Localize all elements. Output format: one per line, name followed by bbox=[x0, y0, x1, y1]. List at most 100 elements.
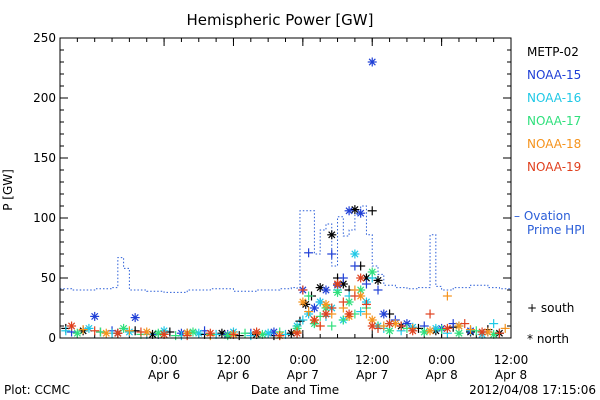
point-noaa-16-15 bbox=[298, 315, 308, 325]
point-noaa-19-2 bbox=[90, 326, 100, 336]
point-noaa-17-18 bbox=[327, 321, 337, 331]
point-metp-02-27 bbox=[367, 206, 377, 216]
point-noaa-19-14 bbox=[315, 321, 325, 331]
point-noaa-15-22 bbox=[350, 261, 360, 271]
point-noaa-19-4 bbox=[136, 327, 146, 337]
point-noaa-19-9 bbox=[252, 327, 262, 337]
point-noaa-16-39 bbox=[489, 319, 499, 329]
point-noaa-16-11 bbox=[246, 331, 256, 341]
x-tick-label-date-1: Apr 6 bbox=[217, 368, 249, 382]
point-noaa-19-15 bbox=[321, 309, 331, 319]
point-noaa-19-23 bbox=[367, 321, 377, 331]
point-noaa-15-15 bbox=[309, 303, 319, 313]
scatter-points bbox=[61, 57, 510, 341]
legend-entry-noaa-15: NOAA-15 bbox=[527, 68, 581, 82]
point-noaa-18-33 bbox=[500, 323, 510, 333]
point-noaa-17-7 bbox=[188, 327, 198, 337]
y-tick-label-5: 250 bbox=[33, 31, 56, 45]
x-tick-label-time-1: 12:00 bbox=[216, 353, 251, 367]
point-noaa-18-13 bbox=[304, 307, 314, 317]
point-noaa-19-5 bbox=[159, 329, 169, 339]
point-noaa-19-17 bbox=[333, 279, 343, 289]
point-noaa-17-30 bbox=[437, 325, 447, 335]
point-noaa-19-12 bbox=[298, 285, 308, 295]
x-tick-label-date-3: Apr 7 bbox=[356, 368, 388, 382]
point-noaa-19-30 bbox=[460, 319, 470, 329]
point-metp-02-11 bbox=[234, 331, 244, 341]
x-tick-label-time-5: 12:00 bbox=[494, 353, 529, 367]
point-noaa-18-2 bbox=[101, 328, 111, 338]
point-noaa-19-8 bbox=[228, 329, 238, 339]
point-noaa-16-8 bbox=[194, 328, 204, 338]
point-noaa-19-21 bbox=[356, 273, 366, 283]
point-noaa-18-30 bbox=[454, 321, 464, 331]
point-noaa-18-12 bbox=[298, 297, 308, 307]
point-noaa-17-20 bbox=[338, 315, 348, 325]
x-tick-label-date-2: Apr 7 bbox=[287, 368, 319, 382]
legend-entry-noaa-18: NOAA-18 bbox=[527, 137, 581, 151]
point-noaa-19-3 bbox=[113, 328, 123, 338]
point-noaa-17-25 bbox=[367, 267, 377, 277]
x-tick-label-time-3: 12:00 bbox=[355, 353, 390, 367]
point-noaa-18-31 bbox=[466, 325, 476, 335]
point-noaa-17-10 bbox=[240, 328, 250, 338]
point-noaa-19-1 bbox=[67, 321, 77, 331]
y-tick-label-4: 200 bbox=[33, 91, 56, 105]
point-noaa-19-16 bbox=[327, 303, 337, 313]
ovation-line bbox=[59, 205, 512, 293]
point-noaa-17-2 bbox=[95, 327, 105, 337]
point-noaa-15-14 bbox=[304, 248, 314, 258]
point-noaa-18-23 bbox=[361, 309, 371, 319]
legend-ovation-line1: – Ovation bbox=[514, 209, 571, 223]
x-tick-label-time-4: 0:00 bbox=[428, 353, 455, 367]
point-noaa-17-19 bbox=[333, 287, 343, 297]
x-axis-label: Date and Time bbox=[251, 383, 339, 397]
point-noaa-19-24 bbox=[373, 323, 383, 333]
point-noaa-15-20 bbox=[338, 273, 348, 283]
point-noaa-15-17 bbox=[321, 285, 331, 295]
point-noaa-19-19 bbox=[344, 309, 354, 319]
legend-entry-noaa-19: NOAA-19 bbox=[527, 160, 581, 174]
point-noaa-15-5 bbox=[130, 313, 140, 323]
point-noaa-19-27 bbox=[408, 326, 418, 336]
x-tick-label-date-4: Apr 8 bbox=[426, 368, 458, 382]
legend-entry-noaa-17: NOAA-17 bbox=[527, 114, 581, 128]
y-tick-label-1: 50 bbox=[41, 271, 56, 285]
point-noaa-15-11 bbox=[269, 327, 279, 337]
point-noaa-16-25 bbox=[356, 307, 366, 317]
point-noaa-15-27 bbox=[379, 309, 389, 319]
point-noaa-19-28 bbox=[425, 309, 435, 319]
y-axis-ticks: 0 50 100 150 200 250 bbox=[33, 31, 511, 345]
point-noaa-15-21 bbox=[344, 206, 354, 216]
point-noaa-17-6 bbox=[171, 331, 181, 341]
point-noaa-18-3 bbox=[124, 326, 134, 336]
legend-entry-metp-02: METP-02 bbox=[527, 45, 579, 59]
legend-marker-north: * north bbox=[527, 332, 569, 346]
point-noaa-17-29 bbox=[419, 327, 429, 337]
footer-timestamp: 2012/04/08 17:15:06 bbox=[469, 383, 596, 397]
point-metp-02-28 bbox=[373, 275, 383, 285]
point-noaa-19-20 bbox=[350, 291, 360, 301]
point-noaa-16-1 bbox=[61, 326, 71, 336]
x-tick-label-date-0: Apr 6 bbox=[148, 368, 180, 382]
point-noaa-18-16 bbox=[321, 299, 331, 309]
legend: METP-02 NOAA-15 NOAA-16 NOAA-17 NOAA-18 NOAA-… bbox=[514, 45, 585, 346]
point-noaa-16-2 bbox=[84, 323, 94, 333]
point-noaa-17-32 bbox=[471, 326, 481, 336]
point-noaa-17-14 bbox=[304, 291, 314, 301]
point-noaa-15-25 bbox=[367, 57, 377, 67]
point-noaa-19-32 bbox=[494, 328, 504, 338]
point-noaa-19-31 bbox=[477, 327, 487, 337]
point-noaa-16-24 bbox=[350, 249, 360, 259]
point-noaa-19-26 bbox=[396, 321, 406, 331]
point-noaa-18-4 bbox=[142, 327, 152, 337]
point-noaa-19-13 bbox=[309, 315, 319, 325]
point-noaa-15-23 bbox=[356, 208, 366, 218]
footer-plot-credit: Plot: CCMC bbox=[4, 383, 70, 397]
y-tick-label-2: 100 bbox=[33, 211, 56, 225]
point-noaa-15-29 bbox=[402, 319, 412, 329]
point-noaa-17-5 bbox=[153, 328, 163, 338]
point-noaa-19-18 bbox=[338, 297, 348, 307]
